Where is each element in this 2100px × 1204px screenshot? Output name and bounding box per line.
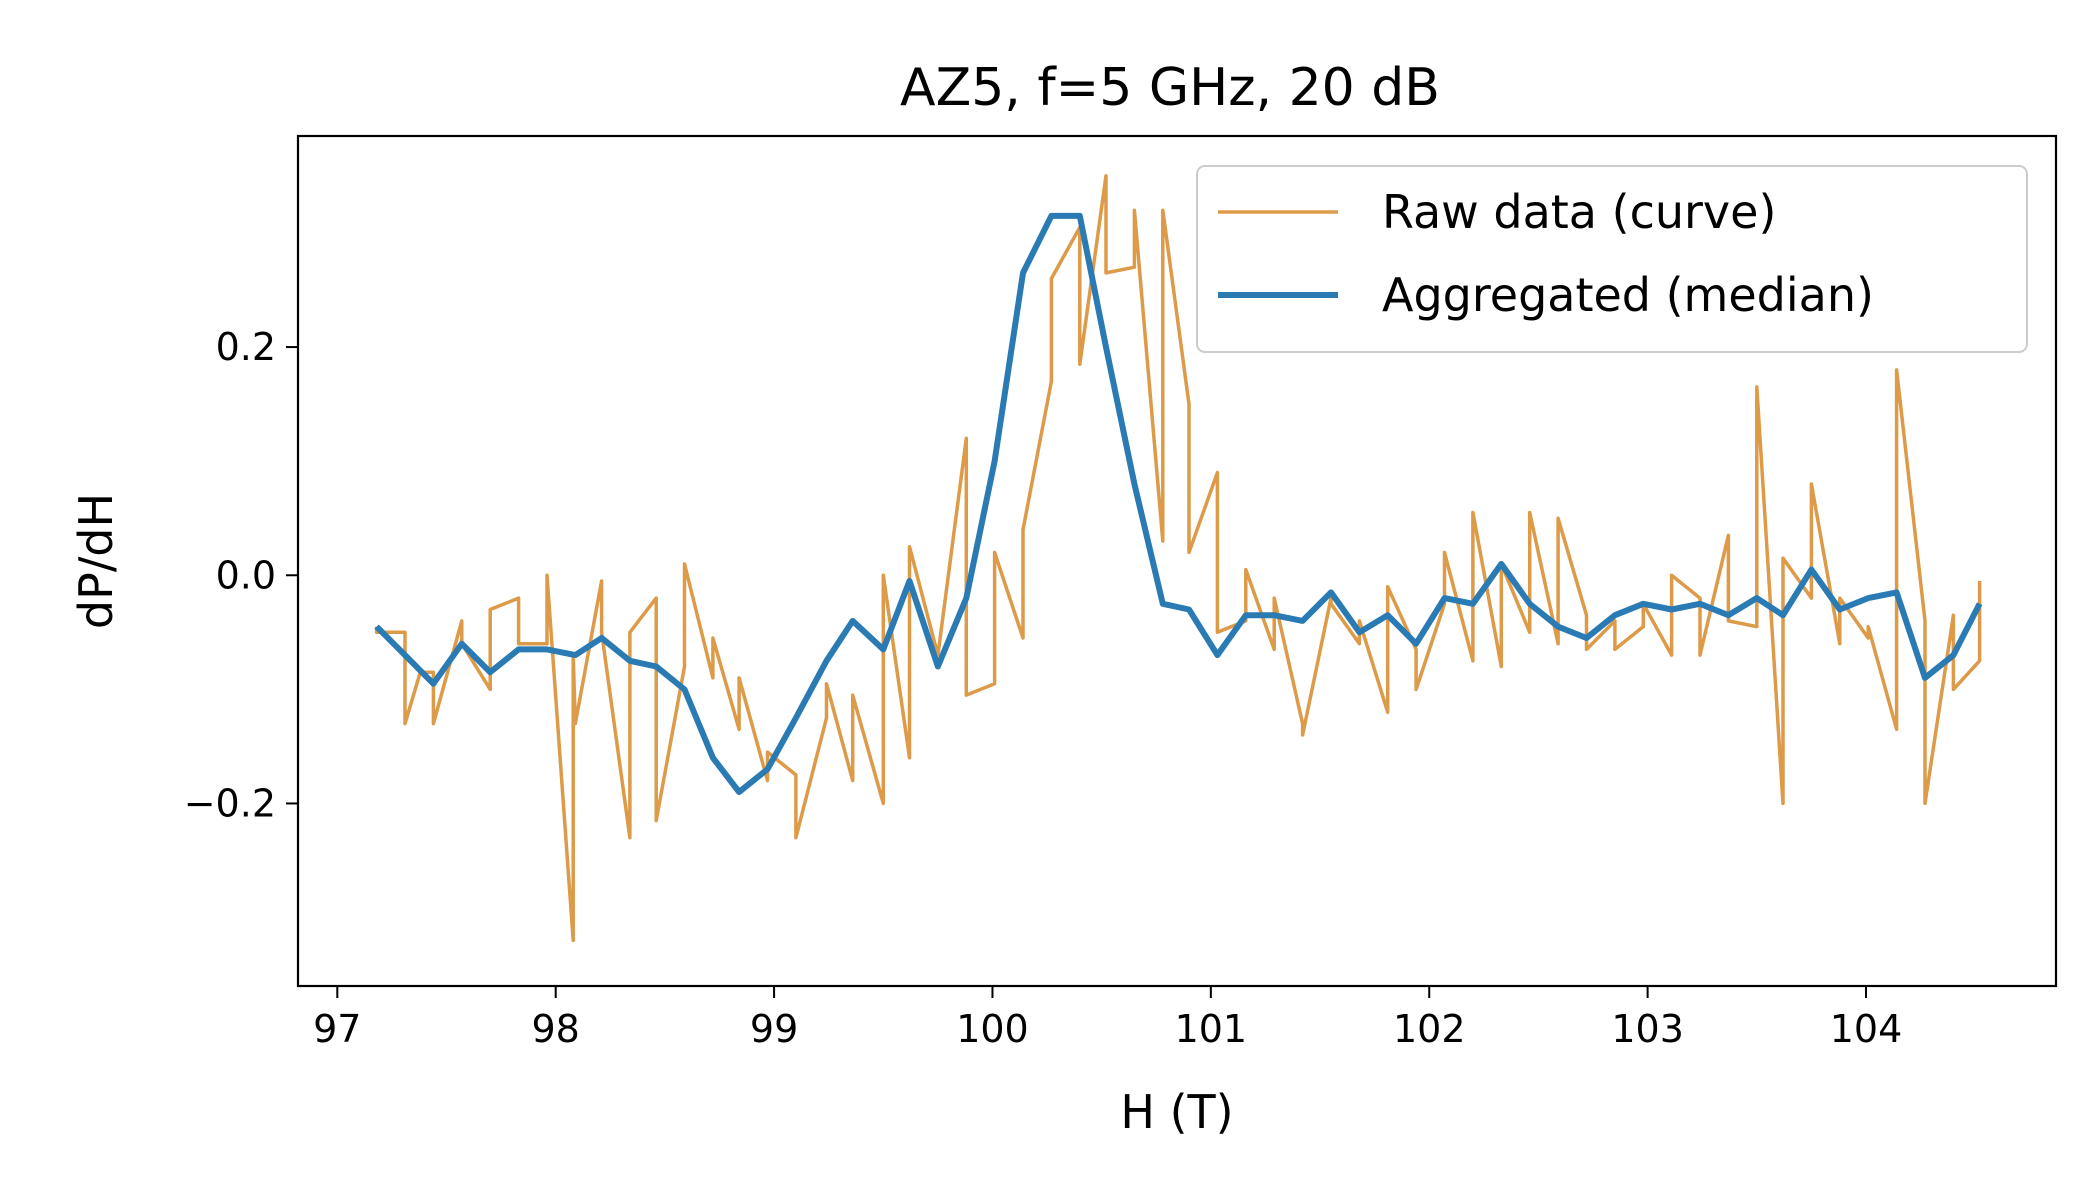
x-tick-label: 101 (1175, 1007, 1248, 1051)
raw-data-line (374, 174, 1982, 943)
x-tick-label: 97 (313, 1007, 361, 1051)
x-axis-label: H (T) (1120, 1085, 1233, 1139)
y-axis-label: dP/dH (69, 493, 123, 629)
x-tick-label: 103 (1611, 1007, 1684, 1051)
x-tick-label: 102 (1393, 1007, 1466, 1051)
x-axis-ticks: 97 98 99 100 101 102 103 104 (313, 986, 1902, 1051)
plot-series (374, 174, 1983, 943)
legend-box (1196, 165, 2028, 353)
x-tick-label: 100 (956, 1007, 1029, 1051)
chart-title: AZ5, f=5 GHz, 20 dB (900, 58, 1440, 118)
legend-label-raw-data: Raw data (curve) (1382, 185, 1776, 239)
aggregated-median-line (374, 212, 1983, 795)
y-axis-ticks: −0.2 0.0 0.2 (184, 325, 298, 825)
y-tick-label: −0.2 (184, 781, 276, 825)
y-tick-label: 0.2 (216, 325, 276, 369)
legend-label-aggregated: Aggregated (median) (1382, 268, 1874, 322)
x-tick-label: 98 (532, 1007, 580, 1051)
y-tick-label: 0.0 (216, 553, 276, 597)
legend: Raw data (curve) Aggregated (median) (1196, 165, 2028, 353)
plot-area-frame (296, 134, 2058, 988)
x-tick-label: 104 (1830, 1007, 1903, 1051)
x-tick-label: 99 (750, 1007, 798, 1051)
